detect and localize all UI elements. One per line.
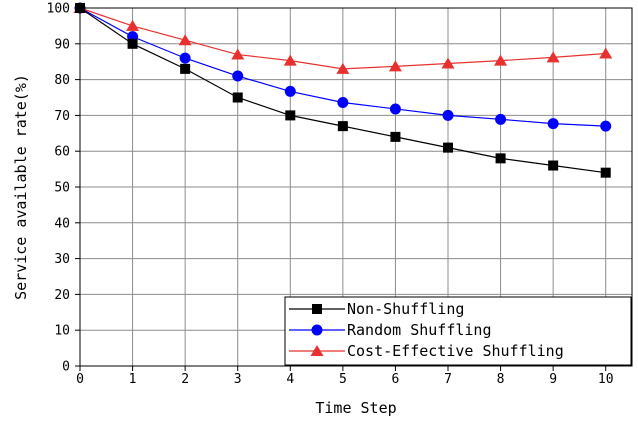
legend-item: Non-Shuffling xyxy=(289,300,464,318)
data-point xyxy=(337,97,349,109)
y-tick-label: 100 xyxy=(47,2,70,17)
data-point xyxy=(443,142,453,153)
x-tick-label: 10 xyxy=(598,372,614,387)
legend-box xyxy=(284,296,632,366)
data-point xyxy=(285,110,296,121)
x-tick-label: 6 xyxy=(392,372,400,387)
data-point xyxy=(599,47,613,59)
x-tick-label: 4 xyxy=(286,372,294,387)
x-tick-label: 2 xyxy=(181,372,189,387)
data-point xyxy=(495,113,507,125)
data-point xyxy=(390,131,401,142)
legend-label: Non-Shuffling xyxy=(347,300,464,318)
data-point xyxy=(337,121,348,132)
data-point xyxy=(546,51,560,63)
y-tick-label: 80 xyxy=(54,73,70,88)
x-tick-label: 3 xyxy=(234,372,242,387)
y-tick-label: 30 xyxy=(54,252,70,267)
data-point xyxy=(388,60,402,72)
data-point xyxy=(547,118,559,130)
x-tick-label: 5 xyxy=(339,372,347,387)
data-point xyxy=(600,120,612,132)
legend-item: Cost-Effective Shuffling xyxy=(289,342,564,360)
legend-marker xyxy=(310,345,324,356)
x-axis-title: Time Step xyxy=(315,399,396,417)
data-point xyxy=(179,52,191,64)
y-tick-label: 10 xyxy=(54,324,70,339)
data-point xyxy=(389,103,401,115)
data-point xyxy=(178,34,192,46)
y-axis-title: Service available rate(%) xyxy=(12,74,30,300)
legend-marker xyxy=(311,324,323,336)
y-tick-label: 70 xyxy=(54,109,70,124)
data-point xyxy=(126,19,140,31)
data-point xyxy=(127,38,138,49)
data-point xyxy=(548,160,559,171)
y-tick-label: 0 xyxy=(62,360,70,375)
x-tick-label: 9 xyxy=(549,372,557,387)
y-tick-label: 20 xyxy=(54,288,70,303)
x-tick-label: 7 xyxy=(444,372,452,387)
data-point xyxy=(600,167,611,178)
data-point xyxy=(284,85,296,97)
y-tick-label: 50 xyxy=(54,181,70,196)
y-tick-label: 90 xyxy=(54,37,70,52)
x-tick-label: 0 xyxy=(76,372,84,387)
y-tick-label: 60 xyxy=(54,145,70,160)
data-point xyxy=(495,153,506,164)
data-point xyxy=(336,62,350,74)
x-tick-label: 8 xyxy=(497,372,505,387)
data-point xyxy=(232,92,243,103)
data-point xyxy=(283,54,297,66)
data-point xyxy=(232,70,244,82)
x-tick-label: 1 xyxy=(129,372,137,387)
data-point xyxy=(441,57,455,69)
series-non-shuffling xyxy=(75,3,611,178)
legend-label: Random Shuffling xyxy=(347,321,492,339)
data-point xyxy=(180,63,191,74)
data-point xyxy=(494,54,508,66)
data-point xyxy=(231,48,245,60)
legend-label: Cost-Effective Shuffling xyxy=(347,342,564,360)
y-tick-label: 40 xyxy=(54,216,70,231)
legend-marker xyxy=(312,304,322,314)
data-point xyxy=(442,109,454,121)
legend-item: Random Shuffling xyxy=(289,321,492,339)
series-group xyxy=(73,2,613,178)
legend: Non-Shuffling Random Shuffling Cost-Effect… xyxy=(284,296,632,366)
